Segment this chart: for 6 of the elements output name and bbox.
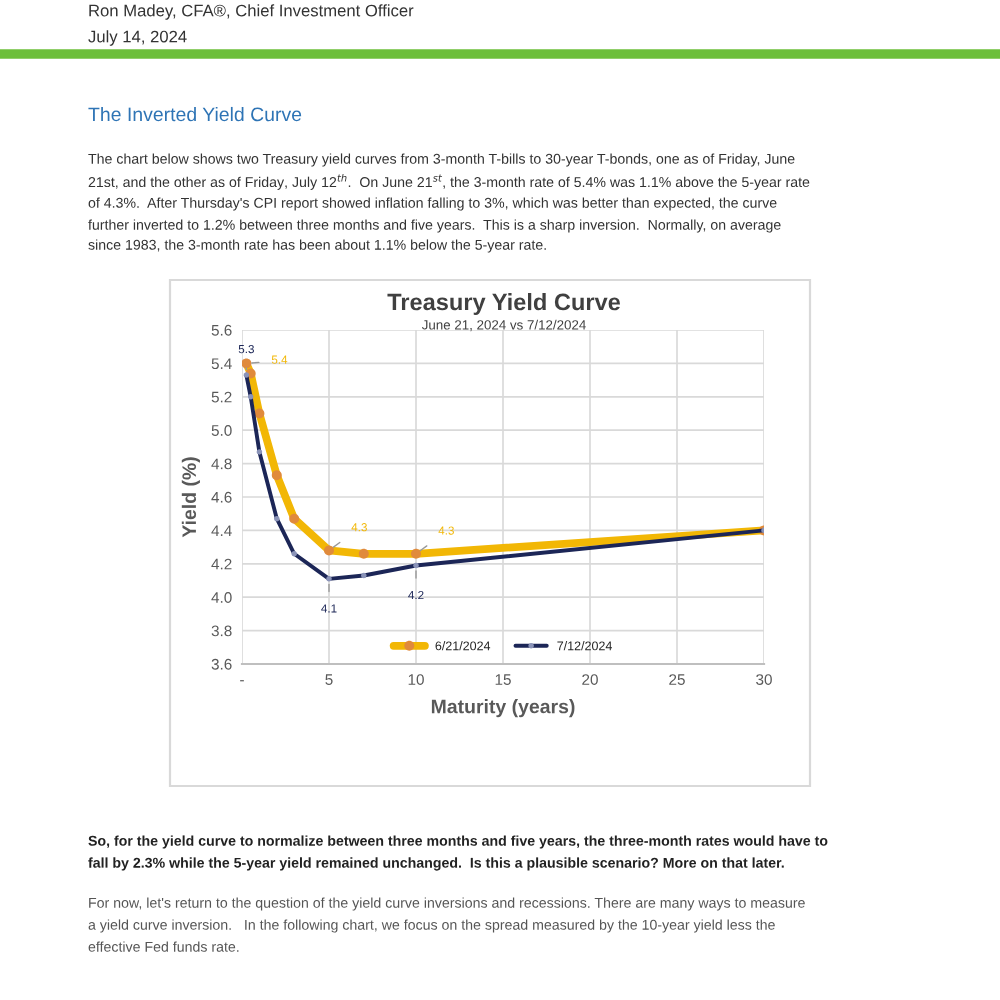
text: The Inverted Yield Curve — [88, 106, 302, 122]
chart-title: Treasury Yield Curve — [387, 292, 621, 315]
text: Ron Madey, CFA®, Chief Investment Officer — [89, 4, 414, 20]
text: July 14, 2024 — [88, 30, 187, 46]
x-axis-title: Maturity (years) — [431, 699, 575, 718]
y-axis-title: Yield (%) — [181, 457, 200, 538]
